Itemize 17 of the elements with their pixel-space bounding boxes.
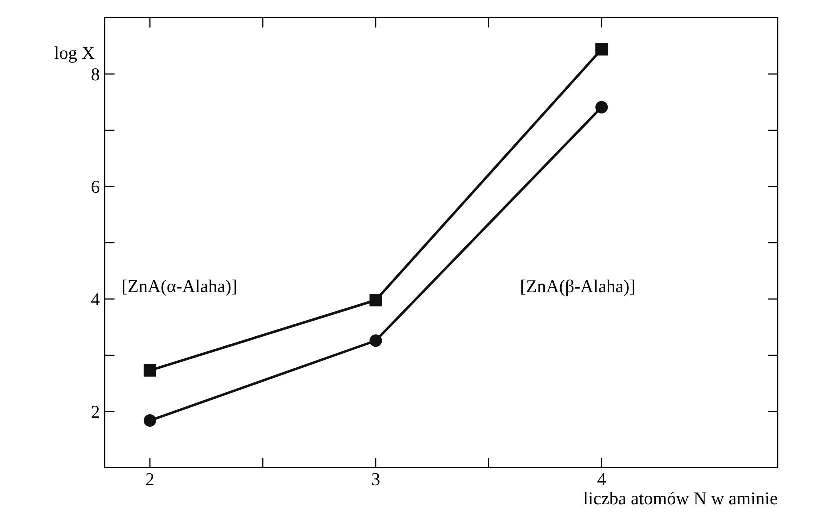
y-tick-label: 2 [92, 406, 100, 418]
x-tick-label: 2 [146, 473, 154, 486]
annotation: [ZnA(α-Alaha)] [123, 280, 236, 296]
point [370, 334, 382, 348]
point [596, 101, 608, 114]
point [596, 43, 608, 56]
y-tick-label: 8 [92, 68, 100, 81]
point [144, 364, 156, 377]
x-tick-label: 4 [598, 474, 606, 486]
y-axis-title: log X [54, 46, 95, 63]
point [370, 294, 382, 307]
point [144, 414, 156, 427]
y-tick-label: 6 [92, 181, 100, 194]
y-tick-label: 4 [91, 294, 100, 306]
x-axis-title: liczba atomów N w aminie [584, 492, 778, 505]
x-tick-label: 3 [372, 473, 380, 486]
annotation: [ZnA(β-Alaha)] [522, 280, 634, 296]
